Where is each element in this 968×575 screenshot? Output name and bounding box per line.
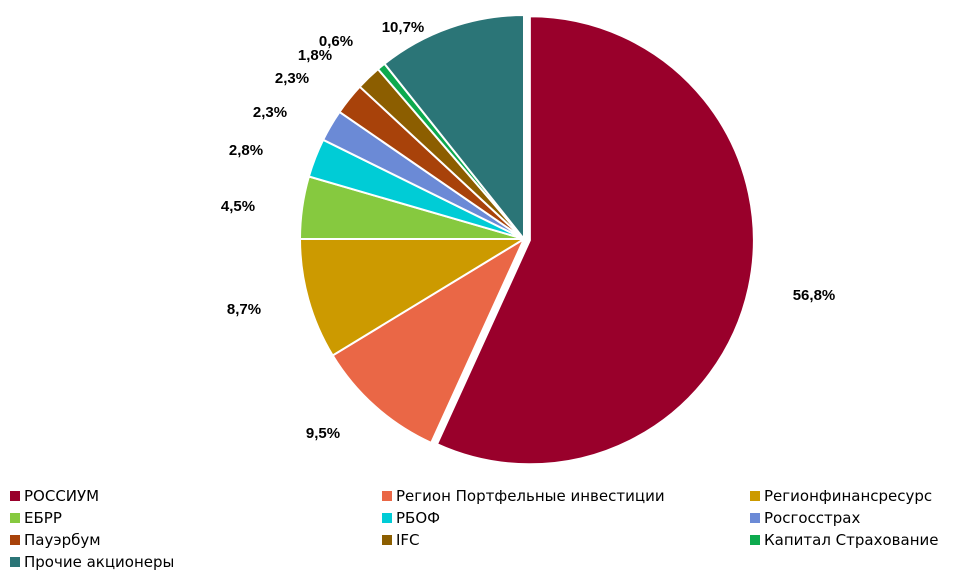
legend-item-пауэрбум: Пауэрбум [10, 530, 101, 550]
legend-swatch [10, 557, 20, 567]
pie-slice-регионфинансресурс [298, 238, 528, 357]
pie-slice-регион-портфельные-инвестиции [331, 236, 527, 445]
data-label-ifc: 1,8% [298, 47, 332, 64]
pie-slices [298, 13, 755, 466]
legend-item-ifc: IFC [382, 530, 420, 550]
legend-label: ЕБРР [24, 509, 62, 527]
data-label-регион-портфельные-инвестиции: 9,5% [306, 425, 340, 442]
legend-swatch [10, 535, 20, 545]
legend-item-росгосстрах: Росгосстрах [750, 508, 860, 528]
data-label-росгосстрах: 2,3% [253, 104, 287, 121]
legend-swatch [382, 535, 392, 545]
legend-swatch [10, 491, 20, 501]
data-label-пауэрбум: 2,3% [275, 70, 309, 87]
data-label-ебрр: 4,5% [221, 198, 255, 215]
legend-item-россиум: РОССИУМ [10, 486, 99, 506]
legend-label: Капитал Страхование [764, 531, 939, 549]
data-label-регионфинансресурс: 8,7% [227, 301, 261, 318]
legend-item-капитал-страхование: Капитал Страхование [750, 530, 938, 550]
legend-swatch [10, 513, 20, 523]
legend-label: РБОФ [396, 509, 441, 527]
legend-label: Регионфинансресурс [764, 487, 933, 505]
legend-swatch [750, 513, 760, 523]
pie-slice-россиум [435, 15, 755, 466]
legend-label: Пауэрбум [24, 531, 101, 549]
legend-swatch [382, 513, 392, 523]
legend-label: РОССИУМ [24, 487, 100, 505]
legend-swatch [750, 535, 760, 545]
legend-swatch [382, 491, 392, 501]
legend-label: Регион Портфельные инвестиции [396, 487, 665, 505]
data-label-прочие-акционеры: 10,7% [382, 19, 425, 36]
legend-item-ебрр: ЕБРР [10, 508, 62, 528]
legend-label: Росгосстрах [764, 509, 861, 527]
pie-data-labels: 56,8% 9,5% 8,7% 4,5% 2,8% 2,3% 2,3% 1,8%0,6% 10,… [221, 19, 835, 442]
data-label-рбоф: 2,8% [229, 142, 263, 159]
legend-swatch [750, 491, 760, 501]
chart-legend: РОССИУМ Регион Портфельные инвестиции Реги… [10, 486, 968, 575]
legend-item-регионфинансресурс: Регионфинансресурс [750, 486, 932, 506]
legend-item-рбоф: РБОФ [382, 508, 440, 528]
legend-label: Прочие акционеры [24, 553, 175, 571]
data-label-россиум: 56,8% [793, 287, 836, 304]
legend-label: IFC [396, 531, 420, 549]
pie-slice-прочие-акционеры [383, 13, 525, 242]
legend-item-регион-портфельные-инвестиции: Регион Портфельные инвестиции [382, 486, 665, 506]
data-label-капитал-страхование: 0,6% [319, 33, 353, 50]
legend-item-прочие-акционеры: Прочие акционеры [10, 552, 174, 572]
